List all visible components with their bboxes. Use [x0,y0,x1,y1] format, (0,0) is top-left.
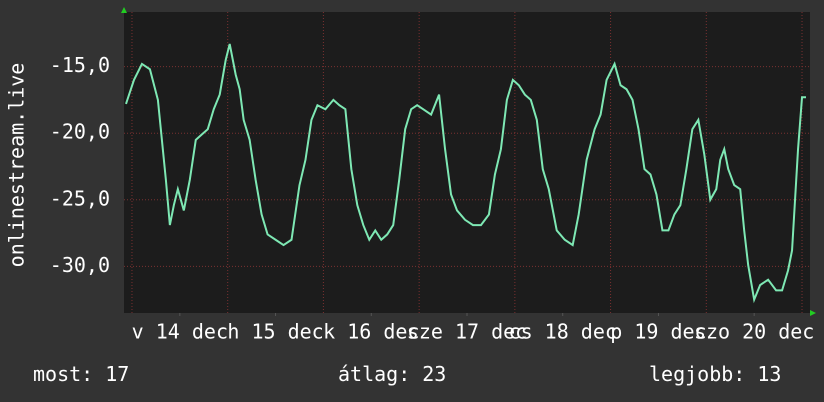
x-tick-label: k 16 dec [323,320,419,344]
stat-label: legjobb: [649,362,745,386]
y-tick-label: -15,0 [50,53,110,77]
y-tick-label: -25,0 [50,186,110,210]
x-tick-label: v 14 dec [132,320,228,344]
stat-label: most: [33,362,93,386]
x-tick-label: szo 20 dec [694,320,814,344]
marks [125,43,807,304]
x-tick-label: p 19 dec [610,320,706,344]
plot-area [124,12,810,313]
x-tick-label: cs 18 dec [509,320,617,344]
stat-value: 13 [757,362,781,386]
stat-label: átlag: [338,362,410,386]
y-tick-label: -30,0 [50,253,110,277]
grid [124,12,810,316]
axis-arrow [121,7,127,13]
stat: most: 17 [33,362,129,386]
y-tick-label: -20,0 [50,120,110,144]
stat-value: 23 [422,362,446,386]
labels: -15,0 -20,0 -25,0 -30,0 v 14 dec h 15 dec k 16… [33,53,814,385]
stat-value: 17 [105,362,129,386]
x-tick-label: h 15 dec [227,320,323,344]
data-line [125,43,807,304]
x-tick-label: sze 17 dec [407,320,527,344]
stat: legjobb: 13 [649,362,781,386]
axis-arrow [810,310,816,316]
stat: átlag: 23 [338,362,446,386]
y-axis-label: onlinestream.live [5,63,29,268]
